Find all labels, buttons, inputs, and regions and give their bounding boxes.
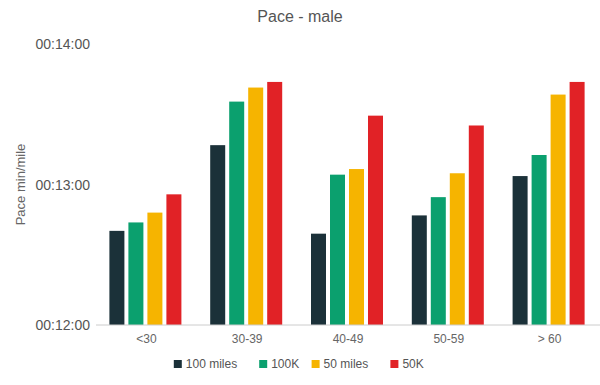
- bar: [513, 176, 528, 325]
- y-tick-label: 00:12:00: [36, 317, 91, 333]
- legend-label: 50 miles: [324, 357, 369, 371]
- bar: [311, 234, 326, 325]
- bar: [229, 102, 244, 325]
- legend-swatch: [259, 360, 267, 368]
- x-tick-label: 40-49: [333, 332, 364, 346]
- bar: [450, 173, 465, 325]
- legend-swatch: [174, 360, 182, 368]
- bar: [349, 169, 364, 325]
- bar: [109, 231, 124, 325]
- x-tick-label: 30-39: [232, 332, 263, 346]
- bar: [412, 215, 427, 325]
- bar: [551, 95, 566, 325]
- bar: [147, 213, 162, 325]
- x-tick-label: 50-59: [433, 332, 464, 346]
- y-tick-label: 00:14:00: [36, 36, 91, 52]
- bar: [368, 116, 383, 325]
- x-axis: [96, 325, 600, 326]
- bar: [431, 197, 446, 325]
- chart-svg: Pace - male Pace min/mile 00:12:00 00:13:00…: [0, 0, 600, 385]
- chart-container: Pace - male Pace min/mile 00:12:00 00:13:00…: [0, 0, 600, 385]
- bar: [248, 88, 263, 325]
- legend-swatch: [390, 360, 398, 368]
- legend: 100 miles 100K 50 miles 50K: [174, 357, 424, 371]
- bar: [532, 155, 547, 325]
- y-axis-label: Pace min/mile: [13, 144, 28, 226]
- bar: [210, 145, 225, 325]
- bar: [128, 222, 143, 325]
- bar: [570, 82, 585, 325]
- legend-label: 50K: [402, 357, 423, 371]
- bars: [109, 82, 584, 325]
- x-tick-label: > 60: [538, 332, 562, 346]
- bar: [166, 194, 181, 325]
- legend-label: 100 miles: [186, 357, 237, 371]
- bar: [469, 125, 484, 325]
- bar: [330, 175, 345, 325]
- title: Pace - male: [257, 8, 342, 25]
- legend-label: 100K: [271, 357, 299, 371]
- y-tick-label: 00:13:00: [36, 177, 91, 193]
- x-tick-label: <30: [136, 332, 157, 346]
- bar: [267, 82, 282, 325]
- legend-swatch: [312, 360, 320, 368]
